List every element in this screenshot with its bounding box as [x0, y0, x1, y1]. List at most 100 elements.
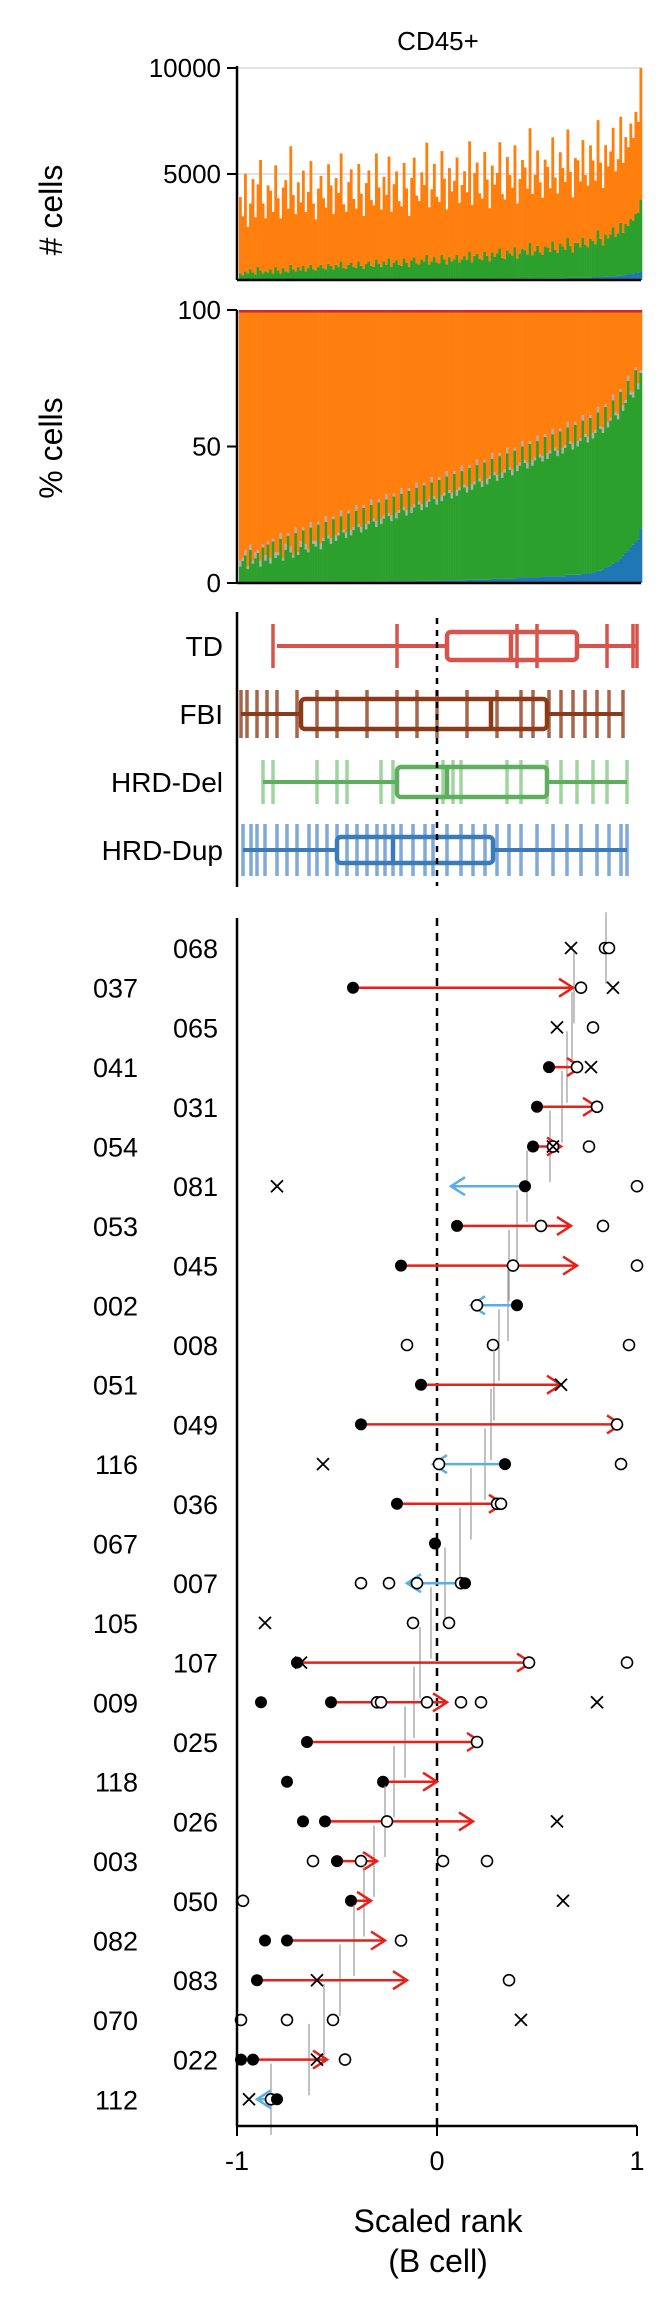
percent-bar: [612, 395, 615, 400]
count-bar: [337, 193, 340, 267]
percent-bar: [242, 313, 245, 558]
percent-bar: [582, 421, 585, 574]
percent-bar: [297, 552, 300, 555]
pre-point: [301, 1736, 313, 1748]
percent-bar: [511, 310, 514, 313]
count-bar: [423, 261, 426, 279]
count-bar: [345, 212, 348, 269]
count-bar: [509, 254, 512, 279]
percent-bar: [441, 496, 444, 501]
count-bar: [498, 142, 501, 248]
count-bar: [584, 245, 587, 278]
count-bar: [289, 265, 292, 280]
open-point: [356, 1578, 367, 1589]
count-bar: [352, 267, 355, 280]
count-bar: [433, 257, 436, 279]
count-bar: [493, 185, 496, 257]
count-bar: [451, 191, 454, 261]
percent-bar: [632, 545, 635, 583]
patient-label: 041: [93, 1053, 138, 1083]
percent-bar: [614, 412, 617, 415]
count-bar: [466, 192, 469, 260]
percent-bar: [629, 313, 632, 392]
percent-bar: [249, 310, 252, 313]
count-bar: [549, 188, 552, 252]
percent-bar: [340, 310, 343, 313]
percent-bar: [493, 310, 496, 313]
count-bar: [634, 112, 637, 214]
count-bar: [430, 261, 433, 279]
count-bar: [370, 200, 373, 266]
percent-bar: [274, 552, 277, 557]
percent-bar: [372, 310, 375, 313]
patient-label: 008: [173, 1331, 218, 1361]
percent-bar: [435, 504, 438, 580]
percent-bar: [612, 313, 615, 395]
count-bar: [335, 265, 338, 280]
count-bar: [317, 189, 320, 267]
count-bar: [544, 160, 547, 247]
percent-bar: [403, 313, 406, 508]
count-bar: [337, 267, 340, 280]
percent-bar: [632, 392, 635, 397]
percent-bar: [639, 313, 642, 370]
percent-bar: [357, 527, 360, 582]
percent-bar: [486, 484, 489, 580]
percent-bar: [393, 494, 396, 497]
percent-bar: [582, 573, 585, 583]
percent-bar: [332, 516, 335, 519]
percent-bar: [582, 415, 585, 420]
percent-bar: [468, 310, 471, 313]
percent-bar: [602, 427, 605, 432]
count-bar: [239, 197, 242, 273]
open-point: [536, 1220, 547, 1231]
count-bar: [453, 181, 456, 259]
percent-bar: [430, 477, 433, 482]
count-bar: [582, 238, 585, 278]
patient-label: 025: [173, 1728, 218, 1758]
percent-bar: [322, 541, 325, 582]
percent-bar: [350, 535, 353, 581]
percent-bar: [345, 313, 348, 533]
count-bar: [473, 256, 476, 279]
open-point: [604, 943, 615, 954]
percent-bar: [521, 310, 524, 313]
percent-bar: [264, 561, 267, 583]
percent-bar: [624, 553, 627, 583]
percent-bar: [463, 313, 466, 485]
percent-bar: [609, 565, 612, 583]
percent-bar: [287, 313, 290, 534]
count-bar: [297, 182, 300, 267]
percent-bar: [330, 313, 333, 538]
count-bar: [594, 244, 597, 277]
percent-bar: [254, 310, 257, 313]
open-point: [508, 1260, 519, 1271]
rank-xtick-label: 1: [629, 2146, 644, 2176]
count-bar: [526, 189, 529, 255]
percent-bar: [466, 310, 469, 313]
percent-bar: [559, 431, 562, 576]
count-bar: [385, 195, 388, 265]
percent-bar: [534, 457, 537, 460]
percent-bar: [506, 448, 509, 453]
percent-bar: [337, 313, 340, 533]
count-bar: [622, 163, 625, 233]
count-bar: [304, 212, 307, 271]
count-bar: [597, 120, 600, 230]
percent-bar: [372, 313, 375, 519]
percent-bar: [330, 538, 333, 543]
percent-bar: [624, 400, 627, 403]
filled-point: [255, 1696, 267, 1708]
percent-bar: [551, 313, 554, 429]
open-point: [356, 1856, 367, 1867]
count-bar: [501, 194, 504, 258]
percent-bar: [347, 511, 350, 514]
count-bar: [607, 166, 610, 238]
count-bar: [564, 182, 567, 250]
percent-bar: [451, 498, 454, 580]
percent-bar: [569, 444, 572, 575]
percent-bar: [403, 507, 406, 510]
percent-bar: [617, 313, 620, 414]
patient-label: 081: [173, 1172, 218, 1202]
open-point: [584, 1141, 595, 1152]
